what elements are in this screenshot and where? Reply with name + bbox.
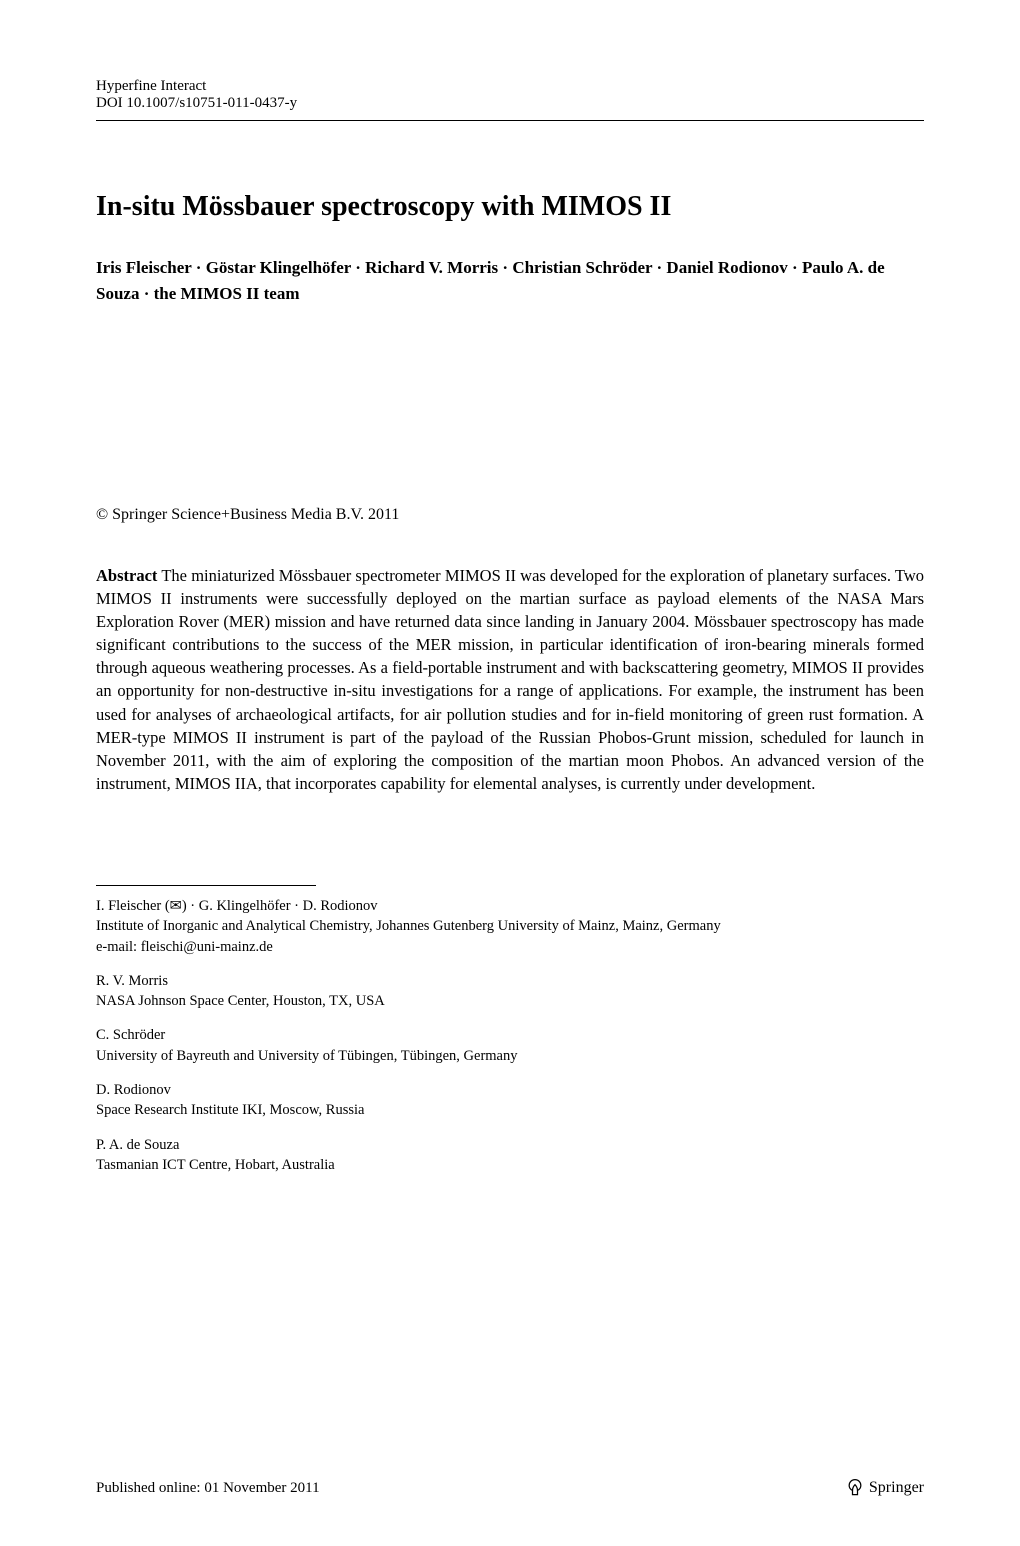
page-header: Hyperfine Interact DOI 10.1007/s10751-01…	[96, 78, 924, 112]
affiliation-institution: Institute of Inorganic and Analytical Ch…	[96, 916, 924, 936]
affiliations-divider	[96, 885, 316, 886]
article-title: In-situ Mössbauer spectroscopy with MIMO…	[96, 191, 924, 223]
affiliation-authors: I. Fleischer (✉) · G. Klingelhöfer · D. …	[96, 896, 924, 916]
publisher-name: Springer	[869, 1479, 924, 1497]
affiliation-authors: P. A. de Souza	[96, 1135, 924, 1155]
affiliation-institution: Tasmanian ICT Centre, Hobart, Australia	[96, 1155, 924, 1175]
doi: DOI 10.1007/s10751-011-0437-y	[96, 95, 297, 112]
affiliation-authors: D. Rodionov	[96, 1080, 924, 1100]
publication-date: Published online: 01 November 2011	[96, 1480, 320, 1497]
affiliation-block-3: C. Schröder University of Bayreuth and U…	[96, 1025, 924, 1066]
page-footer: Published online: 01 November 2011 Sprin…	[96, 1478, 924, 1498]
affiliation-authors: R. V. Morris	[96, 971, 924, 991]
journal-name: Hyperfine Interact	[96, 78, 297, 95]
affiliation-email: e-mail: fleischi@uni-mainz.de	[96, 937, 924, 957]
affiliation-block-1: I. Fleischer (✉) · G. Klingelhöfer · D. …	[96, 896, 924, 957]
affiliation-institution: Space Research Institute IKI, Moscow, Ru…	[96, 1100, 924, 1120]
affiliation-institution: University of Bayreuth and University of…	[96, 1046, 924, 1066]
author-list: Iris Fleischer · Göstar Klingelhöfer · R…	[96, 255, 924, 306]
affiliation-block-4: D. Rodionov Space Research Institute IKI…	[96, 1080, 924, 1121]
header-divider	[96, 120, 924, 121]
affiliation-institution: NASA Johnson Space Center, Houston, TX, …	[96, 991, 924, 1011]
affiliation-block-5: P. A. de Souza Tasmanian ICT Centre, Hob…	[96, 1135, 924, 1176]
abstract-label: Abstract	[96, 566, 157, 585]
abstract-section: Abstract The miniaturized Mössbauer spec…	[96, 564, 924, 795]
copyright-line: © Springer Science+Business Media B.V. 2…	[96, 506, 924, 524]
springer-icon	[845, 1478, 865, 1498]
abstract-text: The miniaturized Mössbauer spectrometer …	[96, 566, 924, 793]
affiliation-authors: C. Schröder	[96, 1025, 924, 1045]
affiliation-block-2: R. V. Morris NASA Johnson Space Center, …	[96, 971, 924, 1012]
publisher-logo: Springer	[845, 1478, 924, 1498]
